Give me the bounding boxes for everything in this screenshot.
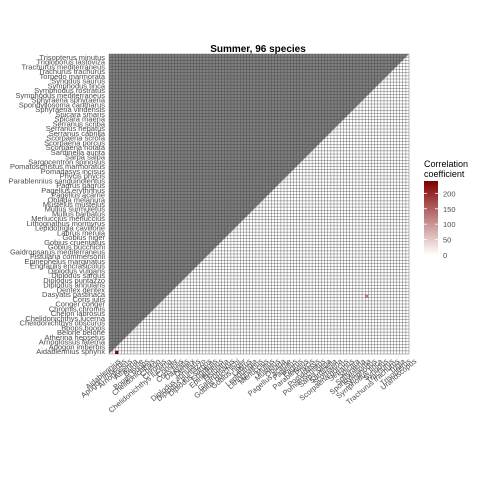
y-tick-label: Sargocentron spinosus bbox=[28, 157, 105, 166]
legend: Correlation coefficient 0 50 100 150 200 bbox=[424, 159, 468, 260]
y-tick-label: Serranus hepatus bbox=[46, 124, 105, 133]
y-tick-label: Symphodus rostratus bbox=[34, 86, 105, 95]
y-tick-label: Trachurus trachurus bbox=[38, 67, 105, 76]
y-tick-label: Sphyraena viridensis bbox=[35, 105, 105, 114]
y-tick-label: Apogon imberbis bbox=[49, 342, 106, 351]
y-tick-label: Conger conger bbox=[55, 300, 105, 309]
y-tick-label: Pagellus erythrinus bbox=[41, 186, 105, 195]
y-tick-label: Gaidropsarus mediterraneus bbox=[10, 247, 105, 256]
y-tick-label: Mustelus mustelus bbox=[43, 200, 105, 209]
y-tick-label: Sardinella aurita bbox=[51, 148, 106, 157]
y-tick-label: Sarpa salpa bbox=[65, 153, 106, 162]
heatmap-cell-highlight bbox=[115, 350, 119, 354]
y-tick-label: Serranus scriba bbox=[52, 119, 105, 128]
y-tick-label: Epinephelus marginatus bbox=[25, 257, 106, 266]
y-tick-label: Serranus cabrilla bbox=[49, 129, 106, 138]
y-tick-label: Atherina hepsetus bbox=[45, 333, 106, 342]
legend-title-line2: coefficient bbox=[424, 169, 465, 179]
y-tick-label: Arnoglossus laterna bbox=[39, 338, 106, 347]
y-tick-label: Spicara maena bbox=[55, 115, 106, 124]
y-tick-label: Boops boops bbox=[61, 323, 105, 332]
heatmap-cell-highlight bbox=[365, 294, 369, 298]
y-tick-label: Diplodus annularis bbox=[43, 281, 105, 290]
y-tick-label: Diplodus vulgaris bbox=[48, 266, 105, 275]
legend-ticks: 0 50 100 150 200 bbox=[424, 189, 456, 260]
y-tick-label: Labrus merula bbox=[57, 228, 106, 237]
y-tick-label: Chelon labrosus bbox=[51, 309, 105, 318]
y-tick-label: Sphyraena sphyraena bbox=[32, 96, 106, 105]
chart-title: Summer, 96 species bbox=[210, 44, 306, 55]
heatmap-cells bbox=[108, 53, 410, 355]
y-tick-label: Coris julis bbox=[72, 295, 105, 304]
y-tick-label: Spondyliosoma cantharus bbox=[19, 100, 106, 109]
y-tick-label: Scorpaena porcus bbox=[44, 138, 105, 147]
legend-title-line1: Correlation bbox=[424, 159, 468, 169]
y-tick-label: Mullus barbatus bbox=[52, 209, 105, 218]
y-tick-label: Scorpaena notata bbox=[46, 143, 106, 152]
y-tick-label: Oblada melanura bbox=[47, 195, 105, 204]
legend-colorbar bbox=[424, 181, 438, 255]
y-tick-label: Symphodus tinca bbox=[47, 81, 105, 90]
heatmap-grid bbox=[108, 53, 410, 355]
y-tick-label: Gobius niger bbox=[62, 233, 105, 242]
y-tick-label: Fistularia commersonii bbox=[30, 252, 105, 261]
y-tick-label: Parablennius sanguinolentus bbox=[9, 176, 106, 185]
y-tick-label: Pagrus pagrus bbox=[56, 181, 105, 190]
y-tick-label: Gobius bucchichi bbox=[48, 243, 105, 252]
y-tick-label: Belone belone bbox=[57, 328, 105, 337]
legend-tick-label: 100 bbox=[443, 220, 456, 229]
legend-tick-label: 50 bbox=[443, 236, 451, 245]
y-tick-label: Trigloporus lastoviza bbox=[37, 58, 106, 67]
y-tick-label: Chromis chromis bbox=[49, 304, 106, 313]
y-tick-label: Diplodus puntazzo bbox=[43, 276, 105, 285]
y-tick-label: Symphodus mediterraneus bbox=[15, 91, 105, 100]
y-tick-label: Phycis phycis bbox=[60, 172, 106, 181]
y-tick-label: Aidablennius sphynx bbox=[36, 347, 105, 356]
legend-tick-label: 200 bbox=[443, 189, 456, 198]
y-tick-label: Chelidonichthys obscurus bbox=[20, 319, 106, 328]
y-tick-label: Scorpaena scrofa bbox=[46, 134, 106, 143]
y-tick-label: Merluccius merluccius bbox=[31, 214, 105, 223]
y-tick-label: Synodus saurus bbox=[51, 77, 105, 86]
y-tick-label: Chelidonichthys lucerna bbox=[25, 314, 105, 323]
y-tick-label: Dentex dentex bbox=[57, 285, 106, 294]
y-tick-label: Mullus surmuletus bbox=[45, 205, 106, 214]
y-tick-label: Pagellus acarne bbox=[51, 191, 105, 200]
y-tick-label: Torpedo marmorata bbox=[40, 72, 106, 81]
y-tick-label: Pomatoschistus marmoratus bbox=[10, 162, 105, 171]
y-tick-label: Diplodus sargus bbox=[51, 271, 105, 280]
legend-tick-label: 0 bbox=[443, 251, 447, 260]
legend-tick-label: 150 bbox=[443, 205, 456, 214]
y-tick-label: Dasyatis pastinaca bbox=[42, 290, 106, 299]
y-tick-label: Trachurus mediterraneus bbox=[21, 62, 105, 71]
y-tick-label: Gobius cruentatus bbox=[44, 238, 105, 247]
y-tick-label: Lithognathus mormyrus bbox=[27, 219, 106, 228]
y-tick-label: Lepidotrigla cavillone bbox=[35, 224, 105, 233]
y-tick-label: Engraulis encrasicolus bbox=[30, 262, 105, 271]
y-tick-label: Trisopterus minutus bbox=[39, 53, 105, 62]
y-tick-label: Spicara smaris bbox=[55, 110, 105, 119]
y-tick-label: Pomadasys incisus bbox=[41, 167, 105, 176]
